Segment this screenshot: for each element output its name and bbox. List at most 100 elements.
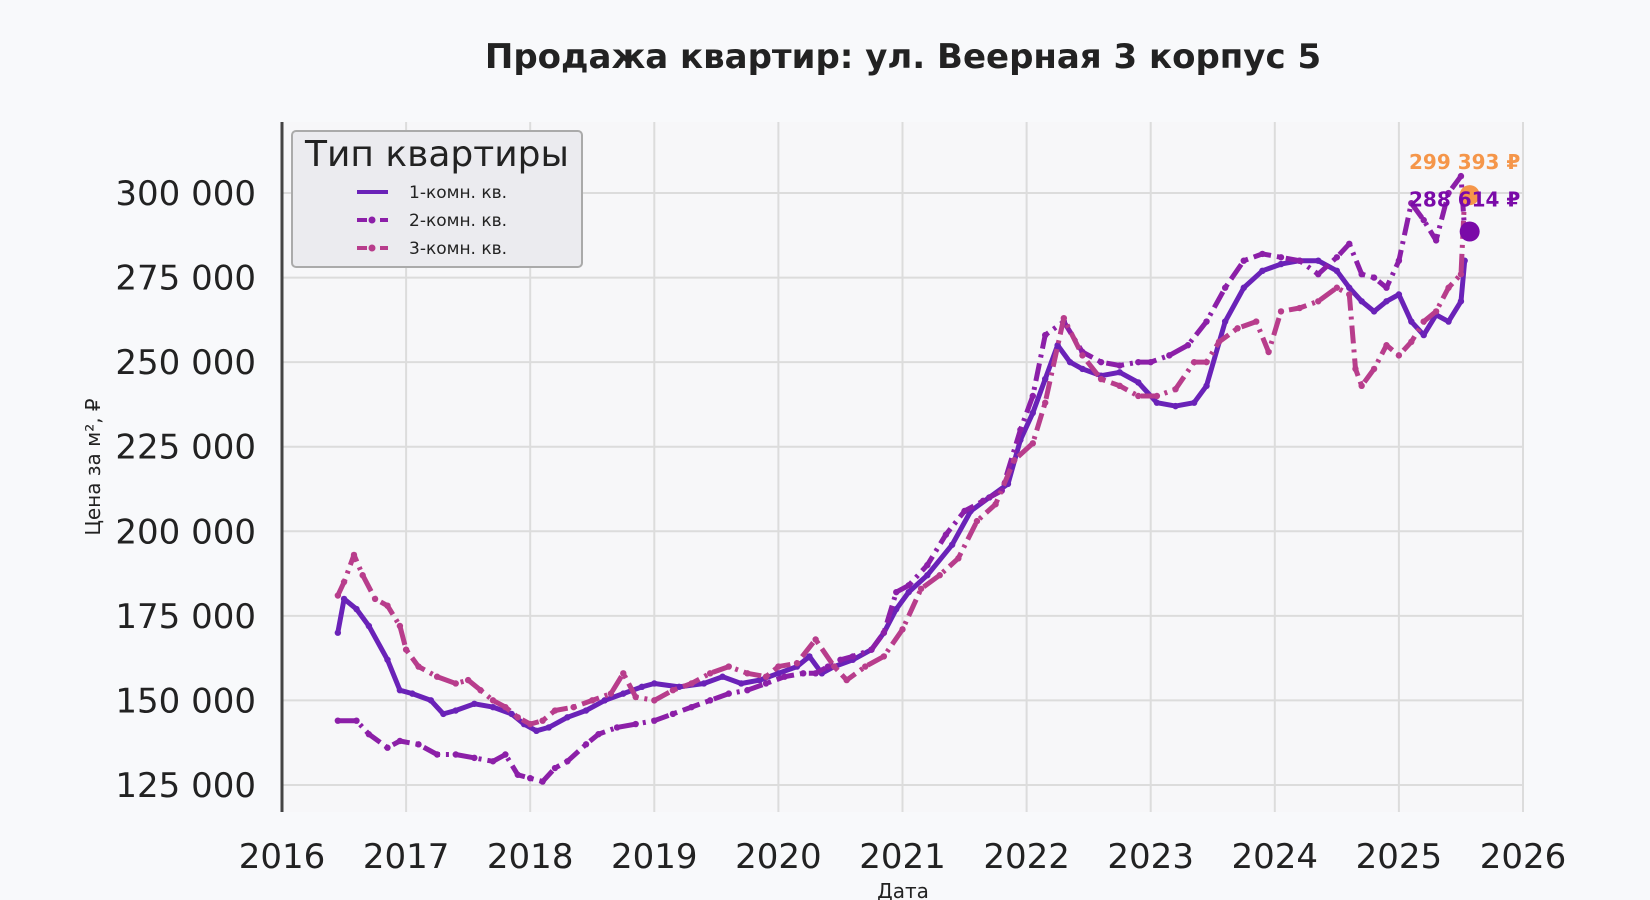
data-point [756, 676, 763, 684]
data-point [365, 622, 373, 630]
x-tick-label: 2020 [735, 837, 822, 877]
x-tick-label: 2019 [611, 837, 698, 877]
data-point [477, 687, 484, 694]
data-point [880, 629, 888, 636]
data-point [1395, 352, 1403, 359]
data-point [675, 683, 683, 691]
data-point [992, 501, 999, 508]
legend-marker [368, 216, 376, 224]
y-tick-label: 275 000 [115, 259, 256, 299]
data-point [570, 703, 577, 711]
data-point [396, 687, 404, 694]
data-point [409, 690, 416, 697]
data-point [1296, 257, 1303, 264]
data-point [551, 707, 559, 714]
data-point [1054, 342, 1061, 349]
data-point [651, 697, 658, 704]
data-point [1259, 267, 1266, 275]
x-tick-label: 2022 [983, 837, 1070, 877]
data-point [1395, 257, 1403, 264]
data-point [1333, 254, 1341, 261]
data-point [1221, 318, 1229, 325]
data-point [1315, 257, 1322, 264]
data-point [1395, 291, 1403, 298]
x-tick-label: 2025 [1356, 837, 1443, 877]
data-point [334, 592, 342, 599]
data-point [489, 703, 497, 711]
data-point [1215, 338, 1223, 346]
data-point [893, 605, 900, 613]
data-point [620, 670, 627, 677]
data-point [1203, 318, 1210, 325]
data-point [961, 507, 968, 515]
data-point [595, 731, 602, 738]
data-point [1352, 365, 1359, 373]
data-point [396, 737, 404, 745]
data-point [862, 663, 869, 670]
x-tick-label: 2021 [859, 837, 946, 877]
data-point [1457, 271, 1465, 278]
data-point [1203, 382, 1210, 390]
data-point [1259, 250, 1266, 258]
data-point [737, 680, 745, 687]
data-point [415, 663, 422, 670]
data-point [1234, 325, 1241, 332]
legend: Тип квартиры 1-комн. кв. 2-комн. кв. 3-ком… [291, 130, 583, 268]
data-point [607, 690, 615, 697]
data-point [762, 680, 770, 687]
data-point [415, 741, 422, 748]
data-point [1370, 308, 1378, 315]
data-point [744, 670, 751, 677]
data-point [899, 626, 906, 633]
data-point [1432, 308, 1440, 315]
data-point [793, 659, 801, 667]
y-tick-label: 125 000 [115, 766, 256, 806]
data-point [589, 697, 596, 704]
data-point [651, 717, 658, 724]
data-point [831, 663, 838, 670]
data-point [1079, 352, 1086, 359]
data-point [582, 741, 590, 748]
data-point [1277, 260, 1285, 268]
data-point [1153, 399, 1161, 406]
data-point [669, 687, 677, 694]
data-point [1042, 331, 1049, 339]
data-point [719, 673, 726, 680]
data-point [365, 731, 373, 738]
data-point [917, 585, 925, 592]
data-point [1010, 457, 1018, 464]
data-point [955, 555, 962, 562]
data-point [1296, 304, 1303, 312]
data-point [350, 551, 358, 559]
data-point [1042, 399, 1049, 406]
data-point [1358, 382, 1365, 390]
data-point [427, 697, 435, 704]
data-point [334, 717, 342, 724]
data-point [1203, 358, 1210, 366]
data-point [688, 680, 695, 687]
data-point [539, 717, 546, 724]
series-line [335, 194, 1468, 727]
data-point [905, 582, 912, 589]
data-point [613, 724, 621, 731]
data-point [1346, 284, 1353, 291]
y-tick-label: 225 000 [115, 428, 256, 468]
data-point [564, 758, 571, 765]
data-point [433, 673, 441, 680]
y-axis-label: Цена за м², ₽ [81, 398, 105, 536]
data-point [775, 670, 782, 677]
y-tick-label: 300 000 [115, 174, 256, 214]
data-point [973, 517, 981, 525]
data-point [502, 703, 509, 711]
x-tick-label: 2024 [1232, 837, 1319, 877]
series-group [334, 172, 1468, 785]
x-tick-label: 2018 [487, 837, 574, 877]
data-point [924, 572, 931, 579]
data-point [384, 602, 391, 609]
data-point [1079, 365, 1086, 373]
data-point [440, 710, 447, 718]
data-point [1116, 362, 1123, 369]
data-point [1408, 318, 1415, 325]
data-point [948, 541, 956, 548]
